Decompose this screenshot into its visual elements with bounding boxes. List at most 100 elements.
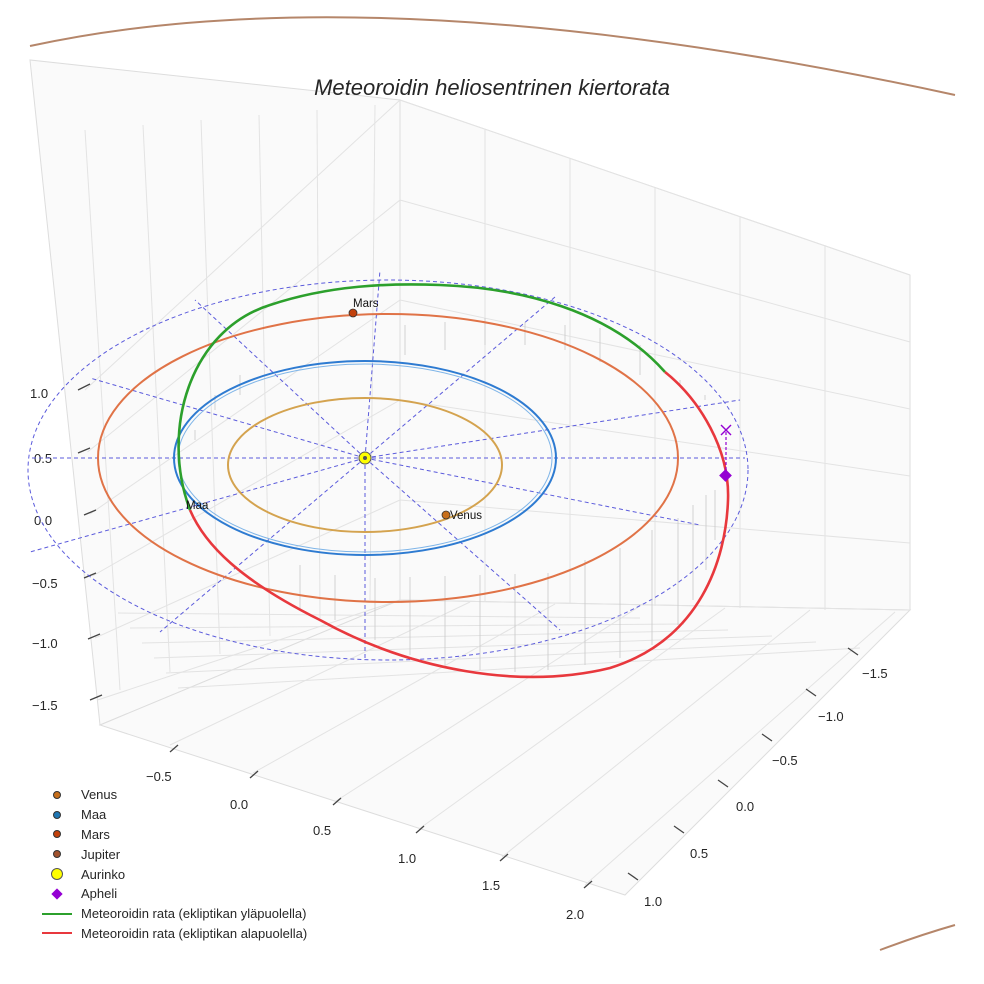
z-axis-ticks: 1.0 0.5 0.0 −0.5 −1.0 −1.5: [30, 386, 58, 713]
gridline: [252, 603, 556, 774]
gridline: [84, 99, 401, 391]
legend-item: Venus: [38, 785, 307, 805]
x-tick-marks: [169, 744, 593, 889]
z-tick: −0.5: [32, 576, 58, 591]
y-tick: 1.0: [644, 894, 662, 909]
x-tick: 0.5: [313, 823, 331, 838]
jupiter-orbit-top: [29, 16, 956, 96]
y-tick: −1.5: [862, 666, 888, 681]
venus-marker: [441, 510, 451, 520]
legend-label: Venus: [81, 787, 118, 803]
ecliptic-radial: [159, 457, 366, 633]
z-tick-marks: [77, 383, 103, 701]
gridline: [97, 599, 401, 701]
legend-item: Meteoroidin rata (ekliptikan alapuolella…: [38, 924, 307, 944]
gridline: [200, 119, 221, 655]
x-tick: 0.0: [230, 797, 248, 812]
legend-item: Mars: [38, 825, 307, 845]
legend-label: Jupiter: [81, 846, 121, 862]
legend-label: Meteoroidin rata (ekliptikan alapuolella…: [81, 925, 308, 941]
drop-lines: [194, 318, 716, 672]
gridline: [584, 611, 896, 886]
legend-label: Maa: [81, 807, 107, 823]
x-tick: 1.0: [398, 851, 416, 866]
legend-marker: [53, 790, 61, 799]
legend-label: Meteoroidin rata (ekliptikan yläpuolella…: [81, 906, 307, 922]
legend-symbol: [38, 865, 76, 884]
ecliptic-radial: [29, 457, 366, 553]
z-tick: 1.0: [30, 386, 48, 401]
gridline: [129, 623, 685, 629]
x-axis-ticks: −0.5 0.0 0.5 1.0 1.5 2.0: [146, 769, 584, 922]
gridline: [117, 612, 641, 619]
y-tick: 0.5: [690, 846, 708, 861]
gridline: [177, 647, 861, 689]
legend-marker: [42, 912, 72, 915]
x-tick: 1.5: [482, 878, 500, 893]
mars-marker: [348, 308, 358, 318]
legend-item: Aurinko: [38, 864, 307, 884]
legend-symbol: [38, 845, 76, 864]
legend-item: Maa: [38, 805, 307, 825]
jupiter-orbit-bottom: [879, 924, 956, 951]
venus-orbit: [227, 397, 503, 533]
legend-marker: [53, 830, 61, 839]
venus-label: Venus: [450, 510, 482, 522]
gridline: [87, 199, 401, 453]
legend-symbol: [38, 785, 76, 804]
meteoroid-orbit-above: [177, 283, 666, 511]
gridline: [369, 104, 376, 601]
ecliptic-radial: [364, 399, 741, 459]
y-axis-ticks: −1.5 −1.0 −0.5 0.0 0.5 1.0: [644, 666, 888, 909]
y-tick: −1.0: [818, 709, 844, 724]
legend-symbol: [38, 825, 76, 844]
z-tick: 0.0: [34, 513, 52, 528]
mars-orbit: [97, 313, 679, 603]
y-tick: 0.0: [736, 799, 754, 814]
legend-item: Apheli: [38, 884, 307, 904]
legend-marker: [51, 868, 63, 881]
aphelion-projection-icon: [720, 424, 732, 436]
gridline: [335, 605, 641, 802]
ecliptic-plane: [27, 269, 749, 661]
legend-symbol: [38, 904, 76, 923]
earth-label: Maa: [186, 500, 209, 512]
legend-label: Aurinko: [81, 866, 126, 882]
legend: Venus Maa Mars Jupiter Aurinko Apheli Meteoroi…: [38, 785, 307, 943]
gridline: [142, 124, 171, 673]
gridline: [89, 299, 401, 515]
z-tick: −1.0: [32, 636, 58, 651]
gridline: [84, 129, 121, 691]
gridline: [418, 607, 726, 830]
gridline: [141, 629, 729, 644]
gridline: [153, 635, 773, 659]
gridline: [165, 641, 817, 674]
legend-symbol: [38, 924, 76, 943]
legend-label: Mars: [81, 826, 110, 842]
x-tick: −0.5: [146, 769, 172, 784]
legend-marker: [51, 888, 63, 900]
legend-item: Meteoroidin rata (ekliptikan yläpuolella…: [38, 904, 307, 924]
legend-symbol: [38, 884, 76, 903]
gridline: [92, 399, 401, 577]
gridline: [94, 499, 401, 639]
z-tick: 0.5: [34, 451, 52, 466]
ecliptic-ellipse: [27, 279, 749, 661]
ecliptic-radial: [89, 377, 366, 459]
gridline: [501, 609, 811, 858]
y-tick: −0.5: [772, 753, 798, 768]
ecliptic-radial: [364, 457, 561, 631]
ecliptic-radial: [194, 299, 366, 459]
y-tick-marks: [627, 647, 859, 881]
legend-symbol: [38, 805, 76, 824]
legend-marker: [42, 932, 72, 935]
ecliptic-radial: [364, 457, 701, 526]
mars-label: Mars: [353, 298, 379, 310]
legend-label: Apheli: [81, 886, 118, 902]
chart-title: Meteoroidin heliosentrinen kiertorata: [314, 75, 670, 100]
legend-item: Jupiter: [38, 844, 307, 864]
legend-marker: [53, 850, 61, 859]
earth-orbit: [173, 360, 557, 556]
x-tick: 2.0: [566, 907, 584, 922]
